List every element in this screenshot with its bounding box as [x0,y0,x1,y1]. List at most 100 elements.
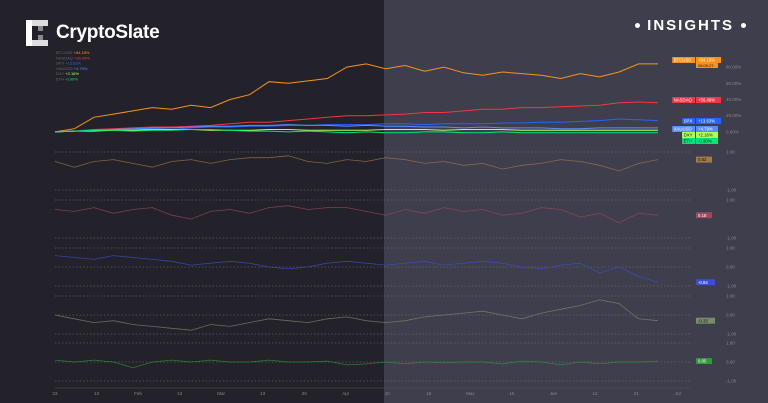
y-tick-label: 80.00% [726,65,741,70]
x-tick-label: 21 [634,391,640,396]
y-tick-label: 60.00% [726,81,741,86]
series-value-badge [696,212,712,219]
series-name-label: ETH [684,139,693,144]
legend-entry: NASDAQ +36.49% [56,55,90,60]
series-value-label: -0.84 [698,280,708,285]
legend-value: +84.18% [74,50,90,55]
series-name-label: SPX [684,119,693,124]
y-tick-label: 0.00% [726,129,739,134]
section-title: INSIGHTS [647,17,734,34]
x-tick-label: May [466,391,475,396]
series-name-badge [682,138,695,144]
series-name-label: XAUUSD [674,127,692,132]
y-tick-label: -1.00 [726,379,737,384]
insights-label: INSIGHTS [635,17,746,34]
left-dark-panel [0,0,384,403]
legend-entry: SPX +13.63% [56,61,81,66]
series-value-label: +13.63% [698,119,715,124]
series-name-badge [672,57,695,63]
series-line-pane4 [54,299,659,331]
series-name-badge [682,118,695,124]
legend-value: +13.63% [65,61,81,66]
x-tick-label: Jun [550,391,558,396]
series-name-label: BTCUSD [674,58,692,63]
x-tick-label: 15 [509,391,515,396]
x-tick-label: 13 [94,391,100,396]
countdown-label: 08:09:27 [698,63,714,68]
series-name-badge [672,126,695,132]
legend-entry: DXY +2.16% [56,71,79,76]
bullet-icon [635,23,641,28]
series-value-badge [696,138,718,144]
series-value-badge [696,57,721,63]
series-value-label: +36.49% [698,98,715,103]
series-value-badge [696,132,718,138]
x-tick-label: 23 [52,391,58,396]
series-value-badge [696,279,715,286]
series-value-badge [696,317,715,324]
series-value-badge [696,97,721,103]
y-tick-label: 0.00 [726,360,735,365]
series-value-label: 0.05 [698,359,707,364]
series-value-label: +4.79% [698,127,713,132]
series-line-pane2 [54,205,659,224]
x-tick-label: Jul [675,391,681,396]
series-value-label: 0.18 [698,213,707,218]
y-tick-label: 1.00 [726,294,735,299]
legend-value: +36.49% [74,55,90,60]
series-line-spx [54,118,659,133]
x-tick-label: Apr [342,391,350,396]
y-tick-label: 1.00 [726,198,735,203]
legend-entry: XAUUSD +4.79% [56,66,88,71]
y-tick-label: -1.00 [726,332,737,337]
series-line-pane5 [54,359,659,369]
x-tick-label: 18 [426,391,432,396]
y-tick-label: 0.00 [726,313,735,318]
x-tick-label: 12 [592,391,598,396]
series-name-label: DXY [684,133,693,138]
legend-value: -0.90% [65,77,78,82]
series-value-label: -0.33 [698,318,708,323]
legend-value: +4.79% [74,66,88,71]
series-line-pane1 [54,155,659,172]
x-tick-label: 13 [260,391,266,396]
cryptoslate-logo: CryptoSlate [26,20,160,46]
series-value-label: 0.62 [698,157,707,162]
x-tick-label: Mar [217,391,225,396]
series-line-btcusd [54,63,658,133]
y-tick-label: 20.00% [726,113,741,118]
y-tick-label: -1.00 [726,284,737,289]
series-value-label: +84.18% [698,58,715,63]
series-value-badge [696,118,721,124]
series-name-badge [682,132,695,138]
series-line-xauusd [54,124,658,133]
brand-name: CryptoSlate [56,22,160,43]
cryptoslate-logo-icon [26,20,48,46]
series-name-label: NASDAQ [674,98,693,103]
y-tick-label: 40.00% [726,97,741,102]
series-name-badge [672,97,695,103]
x-tick-label: 20 [302,391,308,396]
series-line-pane3 [54,255,659,283]
series-value-badge [696,156,712,163]
y-tick-label: -1.00 [726,236,737,241]
series-value-label: +2.16% [698,133,713,138]
x-tick-label: Feb [134,391,142,396]
series-line-eth [54,129,658,134]
series-line-nasdaq [54,101,659,133]
legend-entry: ETH -0.90% [56,77,78,82]
y-tick-label: -1.00 [726,188,737,193]
series-value-badge [696,126,718,132]
legend-value: +2.16% [65,71,79,76]
x-tick-label: 13 [177,391,183,396]
y-tick-label: 1.00 [726,150,735,155]
bullet-icon [741,23,746,28]
series-value-badge [696,358,712,365]
countdown-badge [696,63,718,68]
x-tick-label: 10 [385,391,391,396]
y-tick-label: 1.00 [726,246,735,251]
y-tick-label: 1.00 [726,341,735,346]
series-line-dxy [54,129,658,133]
series-value-label: -0.90% [698,139,712,144]
